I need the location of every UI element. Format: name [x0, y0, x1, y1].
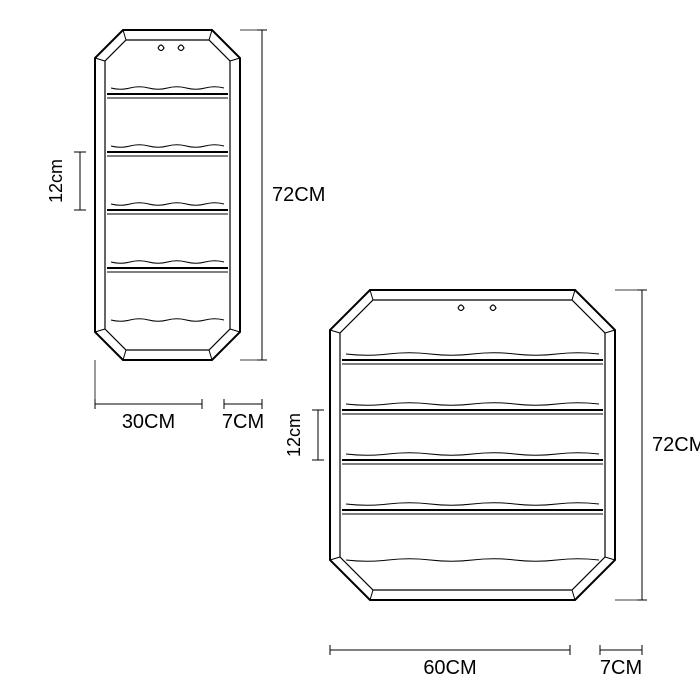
shelf-wide-seam-1 — [572, 290, 575, 300]
shelf-narrow-seam-4 — [209, 350, 212, 360]
dimensions.wide_height-label: 72CM — [652, 434, 700, 456]
shelf-narrow-seam-7 — [95, 58, 105, 61]
shelf-wide-hole-0 — [458, 305, 464, 311]
shelf-narrow-seam-2 — [230, 58, 240, 61]
shelf-wide-wave-4 — [346, 559, 599, 562]
shelf-narrow-outer — [95, 30, 240, 360]
shelf-wide-hole-1 — [490, 305, 496, 311]
shelf-wide-wave-3 — [346, 503, 599, 506]
shelf-wide-seam-3 — [605, 557, 615, 560]
shelf-narrow-wave-1 — [111, 145, 224, 148]
dimensions.narrow_depth-label: 7CM — [222, 411, 264, 433]
shelf-wide-wave-1 — [346, 403, 599, 406]
shelf-narrow-seam-5 — [123, 350, 126, 360]
shelf-narrow-hole-0 — [158, 45, 164, 51]
shelf-narrow-seam-1 — [209, 30, 212, 40]
shelf-narrow — [95, 30, 240, 360]
shelf-wide — [330, 290, 615, 600]
dimensions.wide_width-label: 60CM — [423, 657, 476, 679]
shelf-narrow-wave-0 — [111, 87, 224, 90]
shelf-wide-seam-7 — [330, 330, 340, 333]
shelf-wide-wave-2 — [346, 453, 599, 456]
shelf-narrow-seam-0 — [123, 30, 126, 40]
dimensions.narrow_shelf_gap-label: 12cm — [46, 159, 66, 203]
shelf-narrow-wave-2 — [111, 203, 224, 206]
shelf-wide-seam-4 — [572, 590, 575, 600]
shelf-narrow-wave-4 — [111, 319, 224, 322]
shelf-narrow-hole-1 — [178, 45, 184, 51]
shelf-wide-seam-6 — [330, 557, 340, 560]
shelf-wide-inner — [340, 300, 605, 590]
shelf-wide-seam-5 — [370, 590, 373, 600]
dimensions.wide_shelf_gap-label: 12cm — [284, 413, 304, 457]
shelf-narrow-seam-6 — [95, 329, 105, 332]
shelf-narrow-wave-3 — [111, 261, 224, 264]
dimensions.narrow_width-label: 30CM — [122, 411, 175, 433]
shelf-wide-wave-0 — [346, 353, 599, 356]
shelf-wide-outer — [330, 290, 615, 600]
shelf-wide-seam-2 — [605, 330, 615, 333]
dimensions.narrow_height-label: 72CM — [272, 184, 325, 206]
shelf-narrow-seam-3 — [230, 329, 240, 332]
dimensions.wide_depth-label: 7CM — [600, 657, 642, 679]
shelf-wide-seam-0 — [370, 290, 373, 300]
